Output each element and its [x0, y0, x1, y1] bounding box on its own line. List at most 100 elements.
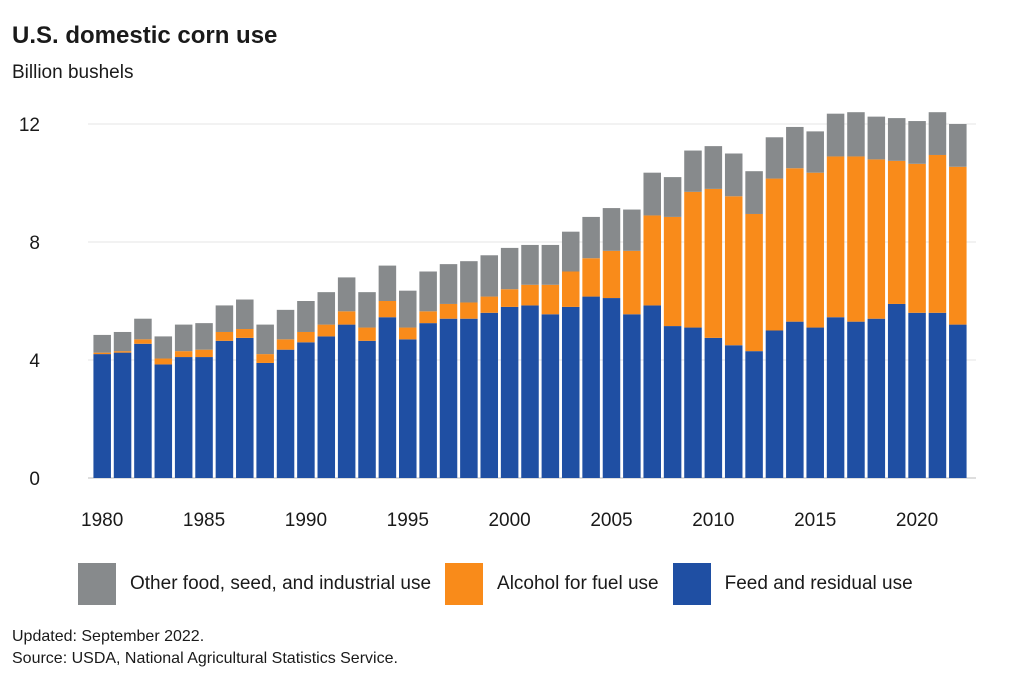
- bar-other: [236, 299, 254, 330]
- bar-alcohol: [521, 284, 539, 306]
- source-note: Source: USDA, National Agricultural Stat…: [12, 650, 398, 667]
- bar-feed: [928, 312, 947, 478]
- bar-other: [541, 244, 560, 285]
- x-tick-label: 2015: [794, 510, 836, 531]
- bar-feed: [765, 330, 784, 478]
- bar-feed: [867, 318, 886, 478]
- bar-alcohol: [541, 284, 560, 315]
- bar-alcohol: [928, 154, 947, 313]
- x-tick-label: 2010: [692, 510, 734, 531]
- bar-other: [806, 131, 824, 173]
- bar-alcohol: [93, 352, 111, 355]
- bar-feed: [215, 340, 234, 478]
- bar-alcohol: [623, 250, 641, 315]
- x-tick-label: 1995: [387, 510, 429, 531]
- bar-alcohol: [500, 289, 519, 307]
- bar-other: [195, 323, 213, 350]
- x-tick-label: 2020: [896, 510, 938, 531]
- legend-swatch-other: [78, 563, 116, 605]
- bar-feed: [439, 318, 458, 478]
- bar-alcohol: [113, 351, 132, 353]
- bar-alcohol: [602, 250, 621, 299]
- bar-feed: [297, 342, 315, 478]
- bar-other: [113, 331, 132, 352]
- bar-alcohol: [215, 331, 234, 341]
- legend-item-feed: Feed and residual use: [672, 563, 913, 605]
- bar-alcohol: [786, 168, 804, 322]
- bar-alcohol: [256, 354, 274, 363]
- bar-other: [276, 309, 295, 340]
- bar-other: [174, 324, 193, 352]
- bar-alcohol: [887, 160, 906, 304]
- bar-feed: [93, 354, 111, 478]
- y-tick-label: 8: [29, 233, 40, 254]
- bar-other: [704, 146, 723, 189]
- bar-feed: [684, 327, 702, 478]
- bar-feed: [847, 321, 865, 478]
- bar-feed: [419, 323, 437, 478]
- bar-alcohol: [460, 302, 478, 319]
- bar-alcohol: [643, 215, 661, 306]
- legend-swatch-alcohol: [445, 563, 484, 605]
- bar-other: [602, 208, 621, 251]
- bar-feed: [236, 337, 254, 478]
- bar-alcohol: [236, 329, 254, 338]
- bar-alcohol: [358, 327, 376, 341]
- bar-alcohol: [337, 311, 356, 325]
- bar-feed: [949, 324, 967, 478]
- bar-alcohol: [582, 258, 600, 297]
- bar-other: [480, 255, 499, 297]
- bar-other: [297, 301, 315, 332]
- bar-feed: [154, 364, 173, 478]
- y-tick-label: 0: [29, 469, 40, 490]
- bar-feed: [643, 305, 661, 478]
- legend-swatch-feed: [672, 563, 711, 605]
- bar-alcohol: [439, 303, 458, 319]
- bar-feed: [276, 349, 295, 478]
- bar-other: [623, 209, 641, 251]
- bar-other: [256, 324, 274, 355]
- bar-feed: [317, 336, 336, 478]
- bar-other: [337, 277, 356, 312]
- bar-feed: [460, 318, 478, 478]
- bar-other: [949, 124, 967, 167]
- x-tick-label: 1985: [183, 510, 225, 531]
- bar-alcohol: [399, 327, 417, 340]
- bar-alcohol: [317, 324, 336, 337]
- bar-feed: [663, 326, 682, 478]
- bar-feed: [561, 306, 580, 478]
- bar-feed: [174, 357, 193, 478]
- bar-feed: [399, 339, 417, 478]
- legend-item-other: Other food, seed, and industrial use: [78, 563, 431, 605]
- legend-label-feed: Feed and residual use: [724, 573, 913, 594]
- x-tick-label: 1980: [81, 510, 123, 531]
- bar-feed: [358, 340, 376, 478]
- bar-feed: [623, 314, 641, 478]
- bar-other: [582, 216, 600, 259]
- bar-alcohol: [949, 166, 967, 325]
- bar-other: [724, 153, 743, 197]
- bar-other: [745, 171, 763, 214]
- bar-feed: [704, 337, 723, 478]
- x-tick-label: 1990: [285, 510, 327, 531]
- bar-other: [93, 334, 111, 353]
- bar-alcohol: [806, 172, 824, 328]
- stacked-bar-chart: 0 4 8 12 1980 1985 1990 1995 2000 2005 2010 2015 202…: [19, 112, 976, 531]
- bar-alcohol: [297, 331, 315, 343]
- bar-feed: [195, 357, 213, 478]
- bar-alcohol: [765, 178, 784, 331]
- legend-label-other: Other food, seed, and industrial use: [130, 573, 432, 594]
- bar-feed: [602, 298, 621, 478]
- bar-alcohol: [908, 163, 926, 313]
- bar-alcohol: [195, 349, 213, 358]
- bar-feed: [724, 345, 743, 478]
- bar-other: [358, 292, 376, 328]
- bar-alcohol: [480, 296, 499, 313]
- bar-other: [887, 118, 906, 161]
- bar-other: [908, 121, 926, 164]
- bar-feed: [582, 296, 600, 478]
- bar-other: [847, 112, 865, 157]
- bar-other: [521, 244, 539, 285]
- bar-feed: [908, 312, 926, 478]
- bar-alcohol: [724, 196, 743, 346]
